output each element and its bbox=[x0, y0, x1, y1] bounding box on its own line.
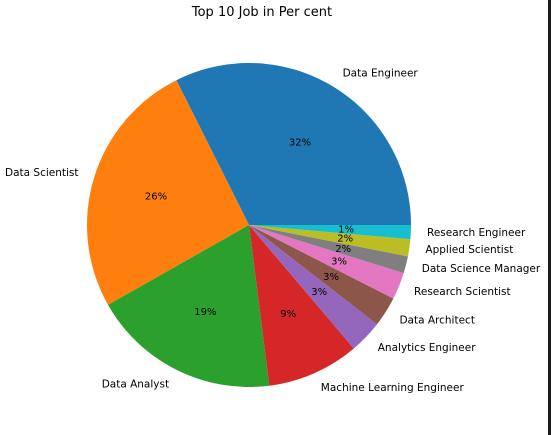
pie-slice-analytics-engineer bbox=[249, 225, 378, 349]
slice-percent-applied-scientist: 2% bbox=[337, 234, 353, 245]
slice-label-data-scientist: Data Scientist bbox=[5, 167, 79, 179]
pie-slice-applied-scientist bbox=[249, 225, 411, 257]
slice-label-applied-scientist: Applied Scientist bbox=[425, 244, 513, 256]
pie-slice-data-engineer bbox=[176, 63, 411, 225]
slice-label-analytics-engineer: Analytics Engineer bbox=[378, 342, 476, 354]
pie-slice-data-scientist bbox=[87, 80, 249, 305]
slice-percent-research-engineer: 1% bbox=[338, 224, 354, 235]
window-edge bbox=[548, 0, 551, 435]
slice-percent-machine-learning-engineer: 9% bbox=[280, 309, 296, 320]
pie-slice-machine-learning-engineer bbox=[249, 225, 354, 386]
slice-label-data-engineer: Data Engineer bbox=[343, 67, 419, 79]
slice-label-research-scientist: Research Scientist bbox=[414, 286, 511, 298]
slice-percent-analytics-engineer: 3% bbox=[311, 287, 327, 298]
slice-percent-data-engineer: 32% bbox=[289, 137, 311, 148]
pie-labels: Data Engineer 32% Data Scientist 26% Data An… bbox=[5, 67, 541, 394]
slice-label-research-engineer: Research Engineer bbox=[427, 227, 526, 239]
slice-label-data-science-manager: Data Science Manager bbox=[422, 263, 541, 275]
pie-slice-data-science-manager bbox=[249, 225, 408, 274]
chart-title: Top 10 Job in Per cent bbox=[191, 5, 332, 20]
pie-slice-research-engineer bbox=[249, 225, 411, 240]
pie-slice-research-scientist bbox=[249, 225, 404, 299]
pie-slices bbox=[87, 63, 411, 387]
slice-percent-data-scientist: 26% bbox=[145, 192, 167, 203]
slice-label-data-architect: Data Architect bbox=[399, 314, 475, 326]
slice-percent-data-architect: 3% bbox=[323, 272, 339, 283]
pie-slice-data-architect bbox=[249, 225, 394, 325]
slice-percent-data-analyst: 19% bbox=[194, 307, 216, 318]
slice-label-data-analyst: Data Analyst bbox=[102, 378, 169, 390]
slice-percent-data-science-manager: 2% bbox=[335, 244, 351, 255]
slice-label-machine-learning-engineer: Machine Learning Engineer bbox=[321, 382, 465, 394]
slice-percent-research-scientist: 3% bbox=[331, 257, 347, 268]
pie-slice-data-analyst bbox=[108, 225, 270, 387]
